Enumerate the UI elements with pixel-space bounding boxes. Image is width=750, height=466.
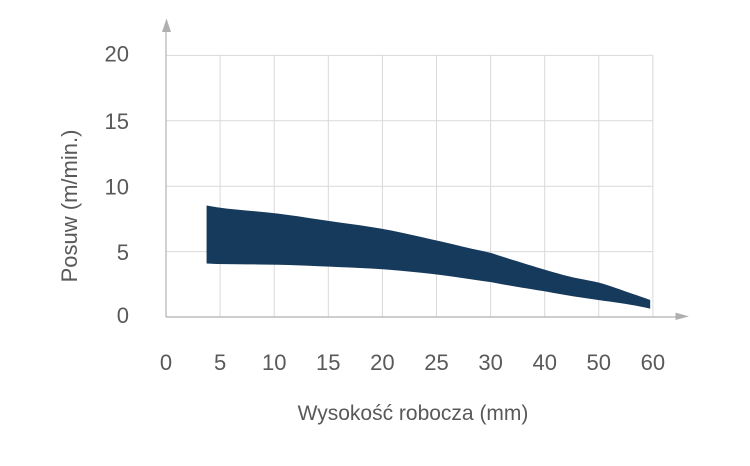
svg-text:30: 30 (478, 350, 502, 375)
svg-text:20: 20 (370, 350, 394, 375)
svg-text:20: 20 (105, 42, 129, 67)
svg-text:15: 15 (316, 350, 340, 375)
svg-text:60: 60 (641, 350, 665, 375)
svg-text:10: 10 (262, 350, 286, 375)
svg-text:5: 5 (214, 350, 226, 375)
svg-text:0: 0 (117, 303, 129, 328)
svg-text:50: 50 (587, 350, 611, 375)
svg-text:15: 15 (105, 109, 129, 134)
svg-text:0: 0 (160, 350, 172, 375)
svg-text:25: 25 (424, 350, 448, 375)
svg-text:5: 5 (117, 240, 129, 265)
svg-text:40: 40 (532, 350, 556, 375)
svg-text:10: 10 (105, 175, 129, 200)
